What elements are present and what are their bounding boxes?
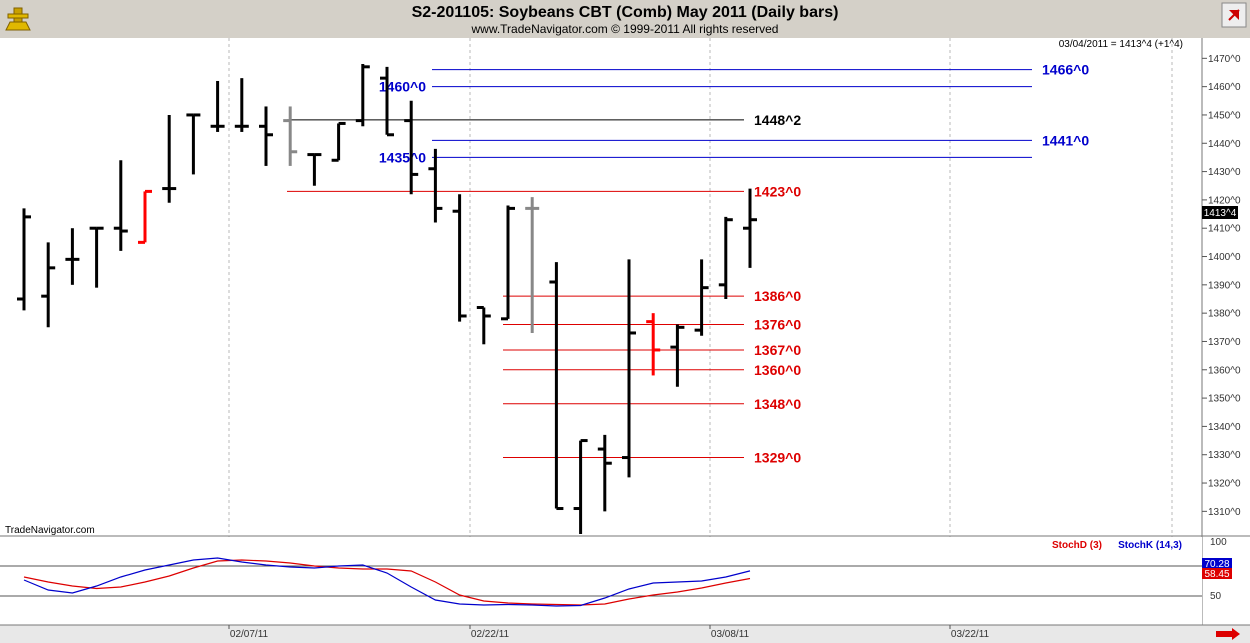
level-label: 1329^0 bbox=[754, 450, 801, 466]
ohlc-bar bbox=[622, 259, 636, 478]
y-tick-label: 1320^0 bbox=[1208, 479, 1241, 490]
ohlc-bar bbox=[549, 262, 564, 511]
y-tick-label: 1380^0 bbox=[1208, 309, 1241, 320]
ohlc-bar bbox=[573, 439, 588, 534]
svg-text:70.28: 70.28 bbox=[1204, 559, 1229, 570]
level-label: 1360^0 bbox=[754, 362, 801, 378]
ohlc-bar bbox=[331, 121, 346, 162]
svg-text:1413^4: 1413^4 bbox=[1204, 208, 1237, 219]
watermark: TradeNavigator.com bbox=[5, 525, 95, 536]
ohlc-bar bbox=[307, 153, 322, 186]
last-price-info: 03/04/2011 = 1413^4 (+1^4) bbox=[1059, 39, 1183, 50]
level-label: 1376^0 bbox=[754, 316, 801, 332]
scroll-right-arrow-icon[interactable] bbox=[1214, 628, 1242, 640]
ohlc-bar bbox=[138, 189, 152, 244]
ohlc-bar bbox=[476, 305, 491, 345]
legend-stochk: StochK (14,3) bbox=[1118, 540, 1182, 551]
y-tick-label: 1460^0 bbox=[1208, 82, 1241, 93]
app-logo[interactable] bbox=[5, 7, 31, 31]
ohlc-bar bbox=[597, 434, 612, 512]
ohlc-bar bbox=[694, 259, 709, 336]
y-tick-label: 1450^0 bbox=[1208, 110, 1241, 121]
y-tick-label: 1400^0 bbox=[1208, 252, 1241, 263]
x-tick-label: 02/22/11 bbox=[471, 629, 510, 640]
x-tick-label: 02/07/11 bbox=[230, 629, 269, 640]
ohlc-bar bbox=[743, 188, 757, 268]
level-label: 1423^0 bbox=[754, 183, 801, 199]
chart-title: S2-201105: Soybeans CBT (Comb) May 2011 … bbox=[412, 4, 839, 21]
y-tick-label: 1310^0 bbox=[1208, 507, 1241, 518]
chart-subtitle: www.TradeNavigator.com © 1999-2011 All r… bbox=[471, 22, 779, 36]
ohlc-bar bbox=[113, 160, 128, 251]
level-label: 1448^2 bbox=[754, 112, 801, 128]
stoch-k-badge: 70.28 bbox=[1202, 558, 1232, 570]
stoch-line bbox=[23, 557, 751, 607]
ohlc-bar bbox=[404, 100, 419, 195]
ohlc-bar bbox=[162, 114, 177, 203]
x-tick-label: 03/08/11 bbox=[711, 629, 750, 640]
vertical-gridlines bbox=[228, 38, 1173, 625]
y-tick-label: 1420^0 bbox=[1208, 195, 1241, 206]
ohlc-bar bbox=[501, 205, 515, 321]
title-bar bbox=[0, 0, 1250, 38]
date-x-axis: 02/07/11 02/22/11 03/08/11 03/22/11 bbox=[228, 625, 990, 640]
level-label: 1441^0 bbox=[1042, 132, 1089, 148]
stoch-line bbox=[23, 559, 751, 606]
ohlc-bars bbox=[17, 63, 757, 534]
stoch-tick-label: 100 bbox=[1210, 537, 1227, 548]
y-tick-label: 1410^0 bbox=[1208, 224, 1241, 235]
ohlc-bar bbox=[525, 197, 540, 333]
y-tick-label: 1340^0 bbox=[1208, 422, 1241, 433]
level-label: 1435^0 bbox=[379, 149, 426, 165]
ohlc-bar bbox=[259, 106, 273, 166]
ohlc-bar bbox=[65, 228, 80, 285]
ohlc-bar bbox=[718, 216, 733, 299]
price-axis[interactable] bbox=[1202, 38, 1250, 536]
svg-text:58.45: 58.45 bbox=[1204, 569, 1229, 580]
ohlc-bar bbox=[452, 194, 467, 322]
y-tick-label: 1330^0 bbox=[1208, 450, 1241, 461]
y-tick-label: 1440^0 bbox=[1208, 139, 1241, 150]
ohlc-bar bbox=[41, 242, 56, 328]
ohlc-bar bbox=[283, 106, 298, 166]
level-label: 1466^0 bbox=[1042, 62, 1089, 78]
y-tick-label: 1470^0 bbox=[1208, 54, 1241, 65]
y-tick-label: 1390^0 bbox=[1208, 280, 1241, 291]
ohlc-bar bbox=[380, 66, 394, 137]
ohlc-bar bbox=[17, 208, 31, 311]
ohlc-bar bbox=[89, 226, 104, 288]
ohlc-bar bbox=[186, 113, 201, 175]
y-tick-label: 1430^0 bbox=[1208, 167, 1241, 178]
date-axis[interactable] bbox=[0, 625, 1250, 643]
stochastic-panel[interactable] bbox=[0, 537, 1202, 625]
price-badge: 1413^4 bbox=[1202, 206, 1238, 219]
y-tick-label: 1350^0 bbox=[1208, 394, 1241, 405]
level-label: 1386^0 bbox=[754, 288, 801, 304]
ohlc-bar bbox=[210, 80, 225, 132]
price-panel[interactable] bbox=[0, 38, 1202, 536]
ohlc-bar bbox=[646, 313, 661, 376]
stoch-d-badge: 58.45 bbox=[1202, 568, 1232, 580]
price-y-axis: 1470^0 1460^0 1450^0 1440^0 1430^0 1420^0 1410… bbox=[1202, 54, 1241, 518]
corner-arrow-icon[interactable] bbox=[1221, 2, 1247, 28]
x-tick-label: 03/22/11 bbox=[951, 629, 990, 640]
stochastic-plot: 100 50 bbox=[0, 537, 1227, 607]
stoch-tick-label: 50 bbox=[1210, 591, 1222, 602]
price-levels: 1466^0 1460^0 1448^2 1441^0 1435^0 1423^0 1386… bbox=[287, 62, 1089, 466]
ohlc-bar bbox=[428, 148, 443, 223]
ohlc-bar bbox=[234, 78, 249, 132]
ohlc-bar bbox=[355, 63, 370, 127]
level-label: 1348^0 bbox=[754, 396, 801, 412]
level-label: 1367^0 bbox=[754, 342, 801, 358]
level-label: 1460^0 bbox=[379, 79, 426, 95]
y-tick-label: 1370^0 bbox=[1208, 337, 1241, 348]
ohlc-bar bbox=[670, 324, 685, 387]
legend-stochd: StochD (3) bbox=[1052, 540, 1102, 551]
y-tick-label: 1360^0 bbox=[1208, 365, 1241, 376]
